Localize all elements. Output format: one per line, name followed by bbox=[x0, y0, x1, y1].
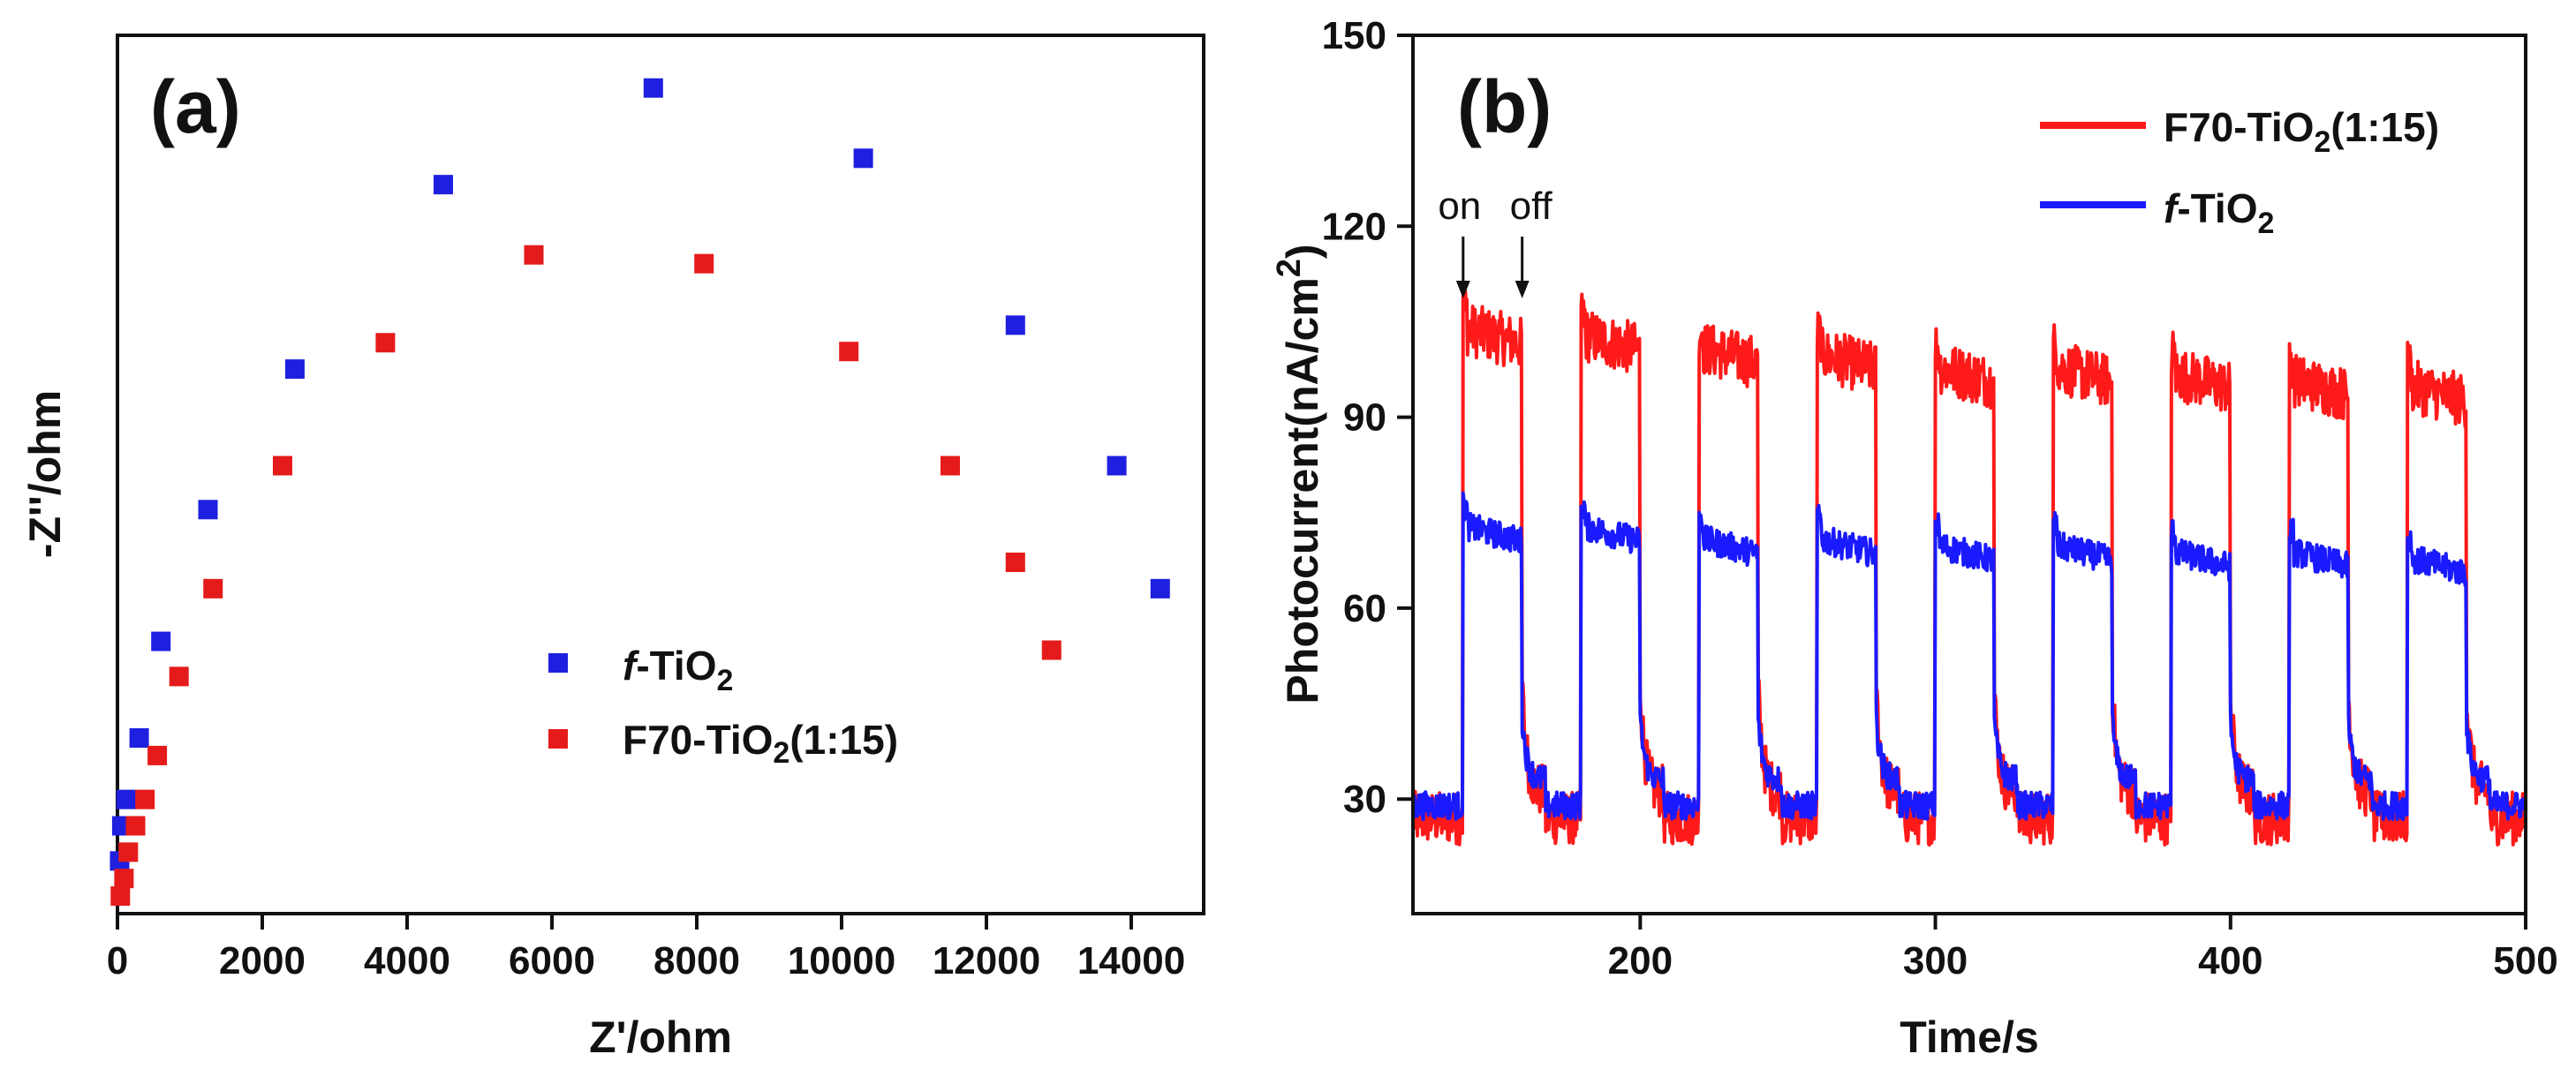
panel-b-annotation-on: on bbox=[1438, 184, 1481, 228]
panel-a-legend-marker-f70-tio2 bbox=[548, 729, 568, 749]
panel-a-x-ticks: 0 2000 4000 6000 8000 10000 12000 14000 bbox=[107, 914, 1185, 982]
panel-a-point-f-tio2 bbox=[853, 148, 873, 169]
panel-a-point-f70-tio2 bbox=[375, 333, 396, 353]
panel-b-y-tick-label: 90 bbox=[1343, 396, 1386, 440]
legend-tail: (1:15) bbox=[789, 717, 898, 763]
legend-italic: f bbox=[2164, 185, 2181, 231]
panel-a-x-tick-label: 0 bbox=[107, 939, 128, 982]
panel-a-point-f70-tio2 bbox=[839, 342, 859, 362]
panel-a-x-tick-label: 6000 bbox=[509, 939, 595, 982]
legend-subscript: 2 bbox=[2257, 207, 2274, 240]
panel-b-annotation-arrowhead bbox=[1515, 281, 1530, 298]
panel-b-legend-label-f-tio2: f-TiO2 bbox=[2164, 185, 2274, 240]
ylabel-close: ) bbox=[1278, 244, 1327, 259]
panel-a-point-f-tio2 bbox=[1005, 315, 1025, 335]
panel-a-x-tick-label: 12000 bbox=[933, 939, 1040, 982]
legend-subscript: 2 bbox=[716, 664, 733, 697]
panel-a-legend-label-f-tio2: f-TiO2 bbox=[623, 643, 733, 697]
legend-rest: -TiO bbox=[636, 643, 716, 689]
panel-a-x-tick-label: 14000 bbox=[1077, 939, 1185, 982]
ylabel-superscript: 2 bbox=[1271, 259, 1308, 277]
panel-a-point-f70-tio2 bbox=[125, 816, 146, 836]
panel-a-point-f70-tio2 bbox=[203, 578, 223, 598]
legend-rest: F70-TiO bbox=[623, 717, 773, 763]
ylabel-main: Photocurrent(nA/cm bbox=[1278, 277, 1327, 704]
panel-a-legend-label-f70-tio2: F70-TiO2(1:15) bbox=[623, 717, 898, 770]
panel-b-series-lines bbox=[1411, 289, 2527, 847]
panel-a-point-f70-tio2 bbox=[1041, 640, 1061, 660]
panel-b-x-tick-label: 300 bbox=[1903, 939, 1968, 982]
panel-b-x-tick-label: 500 bbox=[2493, 939, 2557, 982]
panel-b-x-tick-label: 200 bbox=[1608, 939, 1673, 982]
panel-b-x-axis-label: Time/s bbox=[1900, 1013, 2039, 1062]
legend-tail: (1:15) bbox=[2330, 104, 2439, 150]
panel-b-y-tick-label: 60 bbox=[1343, 587, 1386, 630]
panel-a-x-tick-label: 10000 bbox=[788, 939, 895, 982]
panel-a-point-f-tio2 bbox=[643, 78, 663, 98]
panel-b-annotation-arrowhead bbox=[1455, 281, 1470, 298]
panel-b-annotations: on off bbox=[1438, 184, 1552, 298]
panel-b-plot-frame bbox=[1411, 34, 2527, 915]
panel-a-point-f70-tio2 bbox=[1005, 553, 1025, 572]
panel-a-points bbox=[110, 78, 1170, 907]
panel-a-point-f70-tio2 bbox=[524, 245, 544, 265]
panel-b-x-ticks: 200 300 400 500 bbox=[1608, 914, 2558, 982]
panel-a-point-f-tio2 bbox=[1107, 455, 1127, 476]
panel-b-y-ticks: 30 60 90 120 150 bbox=[1322, 14, 1413, 821]
panel-a-x-tick-label: 2000 bbox=[219, 939, 306, 982]
legend-subscript: 2 bbox=[2314, 125, 2330, 159]
legend-rest: -TiO bbox=[2177, 185, 2257, 231]
panel-a-point-f70-tio2 bbox=[110, 886, 131, 907]
panel-b-y-tick-label: 30 bbox=[1343, 778, 1386, 821]
panel-a-point-f70-tio2 bbox=[135, 789, 155, 809]
panel-b-y-tick-label: 120 bbox=[1322, 205, 1386, 248]
panel-a-point-f70-tio2 bbox=[114, 869, 134, 889]
legend-italic: f bbox=[623, 643, 640, 689]
panel-a-point-f70-tio2 bbox=[118, 842, 139, 862]
legend-rest: F70-TiO bbox=[2164, 104, 2314, 150]
panel-a-y-axis-label: -Z''/ohm bbox=[20, 390, 70, 558]
panel-a-point-f-tio2 bbox=[434, 175, 453, 195]
panel-b-y-axis-label: Photocurrent(nA/cm2) bbox=[1271, 244, 1327, 704]
panel-a-x-tick-label: 4000 bbox=[364, 939, 450, 982]
panel-b-line-f70-tio2 bbox=[1411, 289, 2527, 847]
panel-a-point-f70-tio2 bbox=[147, 745, 168, 765]
panel-b-x-tick-label: 400 bbox=[2198, 939, 2262, 982]
panel-a: 0 2000 4000 6000 8000 10000 12000 14000 (a) Z'/… bbox=[20, 34, 1205, 1062]
panel-a-point-f-tio2 bbox=[284, 359, 305, 380]
panel-a-point-f-tio2 bbox=[151, 631, 171, 651]
panel-a-label: (a) bbox=[150, 65, 241, 148]
panel-b-annotation-off: off bbox=[1510, 184, 1553, 228]
panel-b: 200 300 400 500 30 60 90 120 150 on off (b) Time… bbox=[1271, 14, 2558, 1062]
panel-a-plot-frame bbox=[116, 34, 1205, 915]
panel-a-point-f-tio2 bbox=[129, 728, 149, 748]
panel-a-x-tick-label: 8000 bbox=[653, 939, 740, 982]
panel-b-legend-label-f70-tio2: F70-TiO2(1:15) bbox=[2164, 104, 2439, 159]
panel-a-point-f70-tio2 bbox=[941, 455, 960, 476]
panel-b-line-f-tio2 bbox=[1411, 491, 2527, 822]
panel-b-label: (b) bbox=[1457, 65, 1552, 148]
panel-a-point-f-tio2 bbox=[198, 500, 218, 520]
panel-a-x-axis-label: Z'/ohm bbox=[589, 1013, 732, 1062]
panel-b-y-tick-label: 150 bbox=[1322, 14, 1386, 57]
legend-subscript: 2 bbox=[773, 736, 789, 770]
panel-a-point-f-tio2 bbox=[1150, 578, 1170, 598]
panel-a-point-f70-tio2 bbox=[272, 455, 292, 476]
panel-a-point-f70-tio2 bbox=[694, 253, 714, 274]
panel-a-point-f70-tio2 bbox=[169, 666, 189, 687]
panel-a-legend-marker-f-tio2 bbox=[548, 653, 568, 673]
panel-a-legend: f-TiO2 F70-TiO2(1:15) bbox=[548, 643, 898, 770]
panel-a-point-f-tio2 bbox=[116, 789, 136, 809]
panel-b-legend: F70-TiO2(1:15) f-TiO2 bbox=[2040, 104, 2439, 240]
